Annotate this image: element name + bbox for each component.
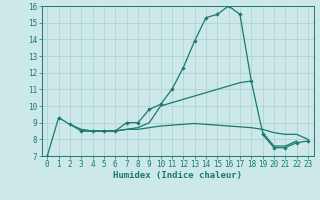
X-axis label: Humidex (Indice chaleur): Humidex (Indice chaleur) [113, 171, 242, 180]
